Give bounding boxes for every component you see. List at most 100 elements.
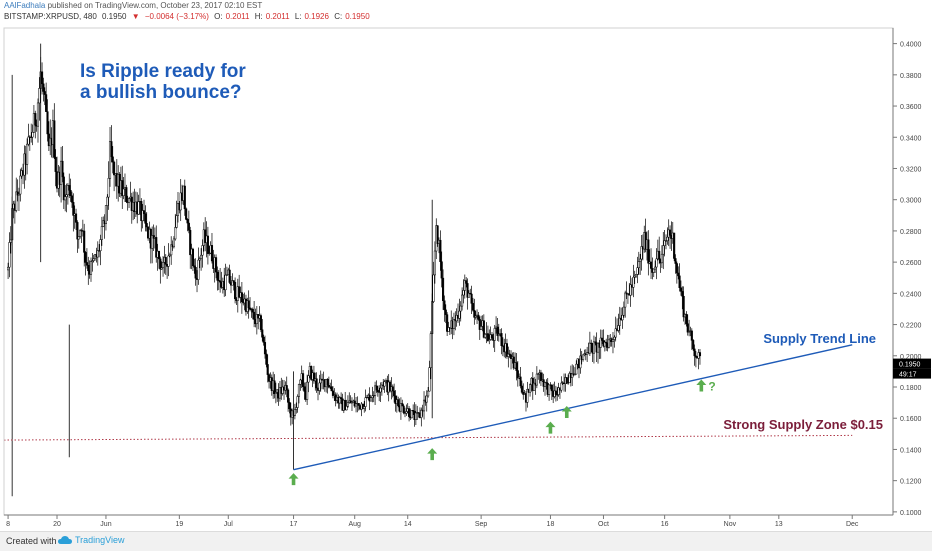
candle-body <box>225 274 228 276</box>
chart-title-line2: a bullish bounce? <box>80 82 242 103</box>
candle-body <box>106 196 109 206</box>
candle-body <box>83 230 86 253</box>
candle-body <box>500 333 503 346</box>
candle-body <box>186 219 189 224</box>
symbol-label[interactable]: BITSTAMP:XRPUSD, 480 <box>4 12 97 21</box>
x-tick-label: 17 <box>290 521 298 528</box>
candle-body <box>9 239 12 243</box>
candle-body <box>605 341 608 344</box>
candle-body <box>327 385 330 388</box>
countdown-badge <box>893 368 931 379</box>
candle-body <box>340 397 343 399</box>
candle-body <box>160 267 163 270</box>
candle-body <box>550 384 553 392</box>
candle-body <box>393 390 396 397</box>
y-tick-label: 0.2600 <box>900 260 922 267</box>
candle-body <box>682 295 685 318</box>
open-value: 0.2011 <box>225 12 250 21</box>
candle-body <box>299 379 302 385</box>
candle-body <box>462 290 465 296</box>
candle-body <box>519 376 522 387</box>
candle-body <box>422 399 426 412</box>
candle-body <box>537 373 540 375</box>
candle-body <box>405 411 408 414</box>
supply-zone-label: Strong Supply Zone $0.15 <box>723 417 883 432</box>
candle-body <box>478 319 481 330</box>
candle-body <box>345 406 348 411</box>
x-tick-label: Jun <box>100 521 111 528</box>
candle-body <box>599 337 602 348</box>
chart-header: AAlFadhala published on TradingView.com,… <box>0 0 932 24</box>
candle-body <box>470 293 473 304</box>
candle-body <box>635 273 638 277</box>
candle-body <box>698 352 702 357</box>
candle-body <box>459 305 462 312</box>
candle-body <box>191 248 194 267</box>
candle-body <box>545 382 548 384</box>
candle-body <box>61 160 64 178</box>
candle-body <box>401 403 404 407</box>
candle-body <box>72 202 75 216</box>
candle-body <box>414 412 417 420</box>
y-tick-label: 0.1600 <box>900 416 922 423</box>
last-price-badge-text: 0.1950 <box>899 362 921 369</box>
candle-body <box>302 373 305 387</box>
candle-body <box>461 294 464 307</box>
candle-body <box>477 314 480 320</box>
candle-body <box>526 389 529 403</box>
x-tick-label: Jul <box>224 521 233 528</box>
candle-body <box>145 223 148 228</box>
candle-body <box>144 213 147 224</box>
candle-body <box>372 395 375 397</box>
candle-body <box>185 208 188 220</box>
candle-body <box>637 261 640 268</box>
candle-body <box>402 405 405 413</box>
candle-body <box>496 326 499 336</box>
candle-body <box>193 265 196 268</box>
candle-body <box>474 315 477 318</box>
x-tick-label: 14 <box>404 521 412 528</box>
candle-body <box>262 336 265 343</box>
candle-body <box>274 392 277 394</box>
y-tick-label: 0.2800 <box>900 229 922 236</box>
candle-body <box>240 292 243 303</box>
candle-body <box>686 323 689 333</box>
candle-body <box>376 389 379 393</box>
candle-body <box>43 91 46 95</box>
candle-body <box>490 334 494 339</box>
candle-body <box>586 352 589 355</box>
candle-body <box>375 385 378 391</box>
candle-body <box>319 378 322 384</box>
candle-body <box>621 314 624 321</box>
candle-body <box>466 283 469 298</box>
candle-body <box>420 409 423 418</box>
candle-body <box>17 193 21 196</box>
close-label: C: <box>334 12 343 21</box>
candle-body <box>579 355 582 369</box>
candle-body <box>674 258 677 264</box>
candle-body <box>7 266 10 271</box>
x-tick-label: 18 <box>547 521 555 528</box>
candle-body <box>447 327 450 332</box>
candle-body <box>234 282 237 300</box>
candle-body <box>493 328 496 341</box>
candle-body <box>46 111 49 135</box>
candle-body <box>439 239 442 262</box>
candle-body <box>110 141 113 158</box>
candle-body <box>484 334 487 338</box>
tradingview-brand[interactable]: TradingView <box>58 535 125 545</box>
candle-body <box>378 391 381 393</box>
author-link[interactable]: AAlFadhala <box>4 1 46 10</box>
candle-body <box>69 190 72 196</box>
candle-body <box>232 280 235 283</box>
candle-body <box>76 222 79 240</box>
trend-line-label: Supply Trend Line <box>763 331 876 346</box>
y-tick-label: 0.3200 <box>900 166 922 173</box>
candle-body <box>19 175 22 195</box>
candle-body <box>92 258 95 261</box>
candle-body <box>200 254 203 259</box>
candle-body <box>633 275 636 278</box>
candle-body <box>141 210 144 221</box>
candle-body <box>142 210 146 214</box>
